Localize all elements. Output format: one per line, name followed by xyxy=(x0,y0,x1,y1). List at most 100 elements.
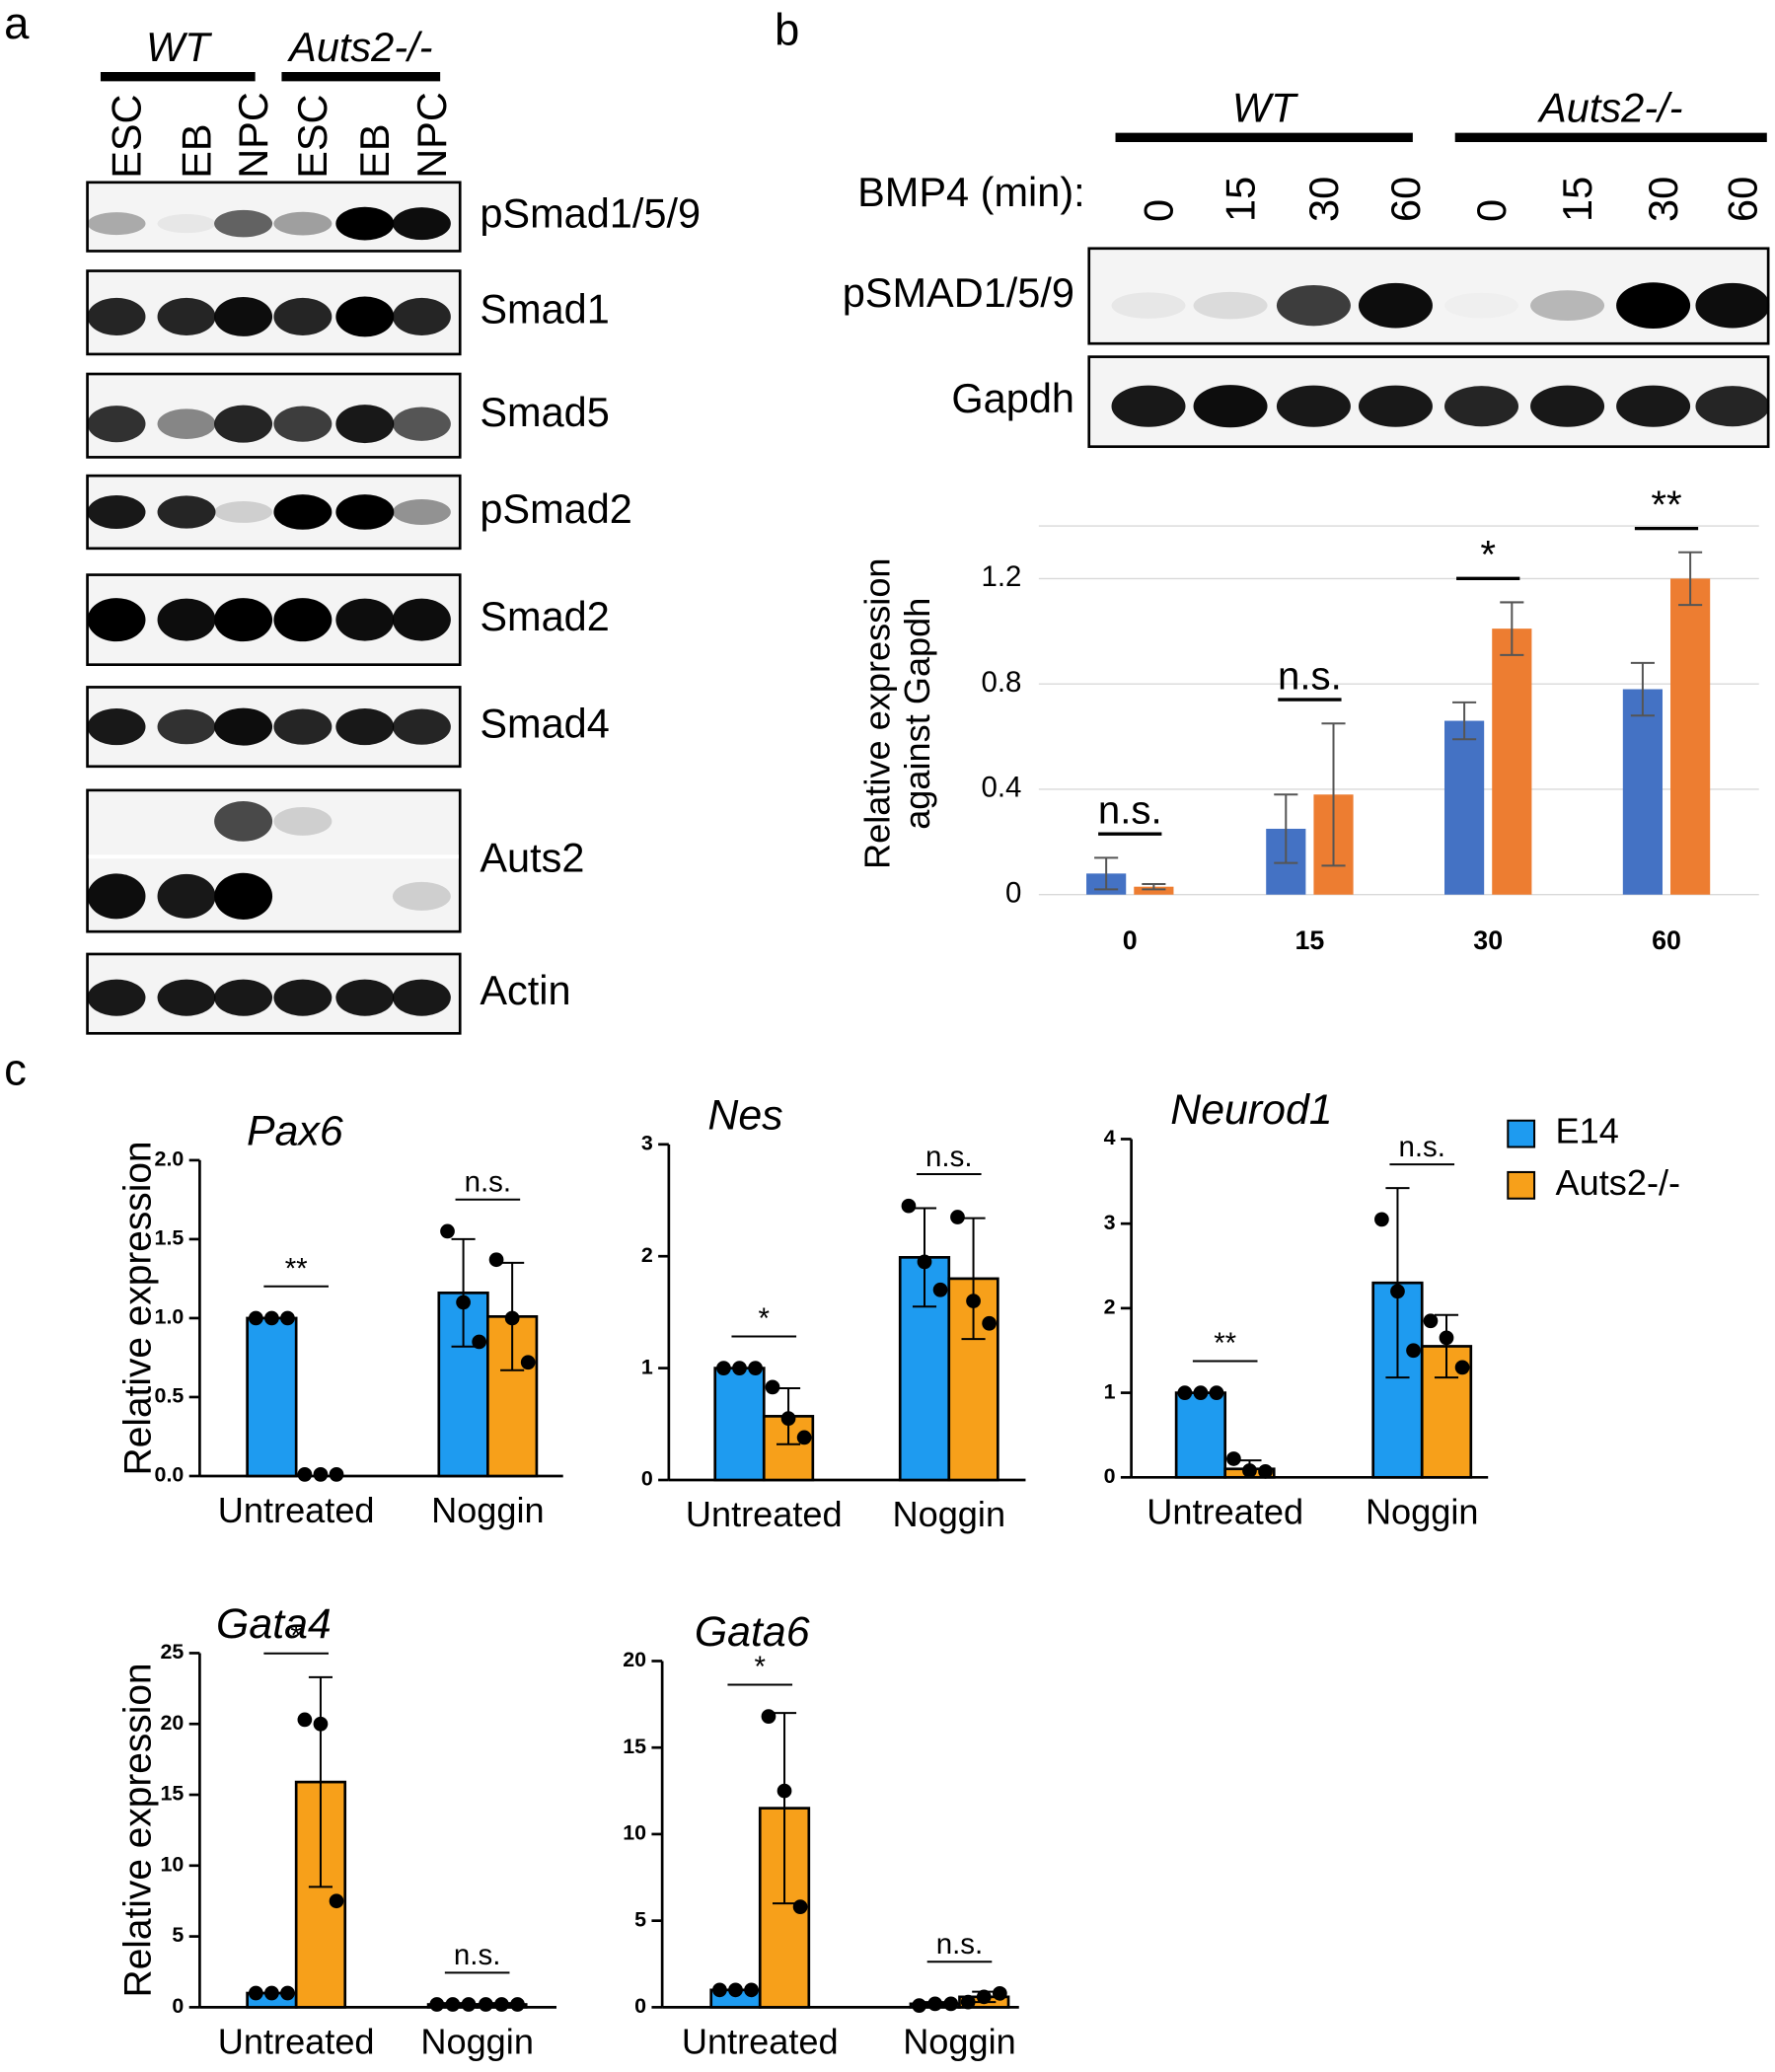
blot-band xyxy=(157,979,216,1016)
y-axis-label: Relative expression xyxy=(116,1663,159,1997)
bar xyxy=(1670,578,1711,895)
group-label: Auts2-/- xyxy=(286,24,432,70)
data-point xyxy=(248,1310,263,1326)
blot-band xyxy=(1695,386,1770,427)
data-point xyxy=(765,1379,780,1395)
blot-band xyxy=(214,979,273,1016)
y-tick-label: 0.8 xyxy=(981,666,1021,699)
blot-band xyxy=(273,297,333,335)
significance-label: n.s. xyxy=(1398,1131,1444,1163)
blot-band xyxy=(392,499,451,525)
lane-label: 30 xyxy=(1640,177,1686,222)
data-point xyxy=(264,1985,279,2001)
blot-band xyxy=(273,211,333,236)
data-point xyxy=(248,1985,263,2001)
blot-band xyxy=(1444,293,1518,319)
y-tick-label: 0 xyxy=(1104,1464,1116,1488)
panel-label: c xyxy=(4,1045,27,1095)
row-label: pSmad2 xyxy=(480,485,632,532)
blot-band xyxy=(214,598,273,642)
y-tick-label: 20 xyxy=(161,1711,185,1735)
y-tick-label: 2 xyxy=(641,1243,653,1267)
x-tick-label: Untreated xyxy=(1146,1491,1303,1531)
y-tick-label: 5 xyxy=(634,1907,646,1931)
blot-band xyxy=(273,598,333,642)
data-point xyxy=(472,1334,487,1350)
row-label: Auts2 xyxy=(480,835,584,881)
row-label: pSmad1/5/9 xyxy=(480,190,701,237)
data-point xyxy=(950,1210,965,1224)
data-point xyxy=(1390,1284,1405,1299)
data-point xyxy=(901,1198,917,1214)
blot-band xyxy=(214,501,273,523)
x-tick-label: 60 xyxy=(1652,925,1681,955)
y-tick-label: 1.5 xyxy=(155,1226,185,1250)
data-point xyxy=(329,1893,344,1909)
row-label: pSMAD1/5/9 xyxy=(843,269,1074,316)
x-tick-label: 30 xyxy=(1473,925,1503,955)
data-point xyxy=(1209,1385,1224,1400)
blot-band xyxy=(157,598,216,641)
data-point xyxy=(494,1997,509,2012)
y-tick-label: 25 xyxy=(161,1640,185,1664)
blot-band xyxy=(87,873,146,920)
x-tick-label: 15 xyxy=(1295,925,1325,955)
significance-label: n.s. xyxy=(454,1939,500,1971)
y-tick-label: 15 xyxy=(623,1735,646,1758)
blot-band xyxy=(157,708,216,745)
y-tick-label: 0.5 xyxy=(155,1384,185,1408)
blot-band xyxy=(273,708,333,745)
row-label: Smad5 xyxy=(480,389,609,435)
blot-band xyxy=(214,209,273,238)
bar xyxy=(1174,1391,1227,1479)
lane-title: BMP4 (min): xyxy=(857,169,1085,215)
blot-band xyxy=(335,708,395,746)
lane-label: 15 xyxy=(1217,177,1263,222)
lane-label: 15 xyxy=(1554,177,1600,222)
bar xyxy=(246,1316,298,1478)
blot-band xyxy=(335,979,395,1016)
significance-label: * xyxy=(755,1651,766,1683)
blot-band xyxy=(1444,386,1519,427)
data-point xyxy=(1406,1343,1421,1359)
blot-band xyxy=(214,801,273,842)
blot-band xyxy=(392,297,451,335)
lane-label: ESC xyxy=(289,94,335,178)
lane-label: 60 xyxy=(1719,177,1765,222)
data-point xyxy=(520,1355,536,1370)
lane-label: EB xyxy=(351,123,398,178)
legend-swatch xyxy=(1507,1170,1536,1200)
data-point xyxy=(445,1997,461,2012)
data-point xyxy=(280,1985,295,2001)
significance-label: n.s. xyxy=(465,1165,511,1198)
legend-swatch xyxy=(1507,1119,1536,1148)
chart-title: Gata4 xyxy=(216,1600,332,1648)
data-point xyxy=(761,1709,777,1724)
bar xyxy=(1444,720,1485,895)
data-point xyxy=(297,1712,313,1728)
blot-band xyxy=(335,206,395,241)
significance-label: n.s. xyxy=(936,1928,983,1961)
blot-band xyxy=(392,598,451,641)
group-label: Auts2-/- xyxy=(1536,84,1682,130)
blot-band xyxy=(87,979,146,1016)
data-point xyxy=(932,1282,948,1297)
x-tick-label: Noggin xyxy=(420,2021,534,2061)
blot-band xyxy=(87,494,146,529)
blot-band xyxy=(157,873,216,919)
data-point xyxy=(280,1310,295,1326)
y-tick-label: 1 xyxy=(1104,1379,1116,1403)
y-tick-label: 10 xyxy=(623,1821,646,1845)
data-point xyxy=(313,1467,329,1482)
y-tick-label: 15 xyxy=(161,1782,185,1806)
significance-label: * xyxy=(290,1619,301,1652)
y-tick-label: 1 xyxy=(641,1355,653,1378)
blot-band xyxy=(392,881,451,911)
data-point xyxy=(461,1997,477,2012)
data-point xyxy=(732,1361,747,1375)
blot-band xyxy=(392,207,451,241)
x-tick-label: Noggin xyxy=(1366,1491,1479,1531)
blot-band xyxy=(214,297,273,336)
data-point xyxy=(966,1294,981,1308)
